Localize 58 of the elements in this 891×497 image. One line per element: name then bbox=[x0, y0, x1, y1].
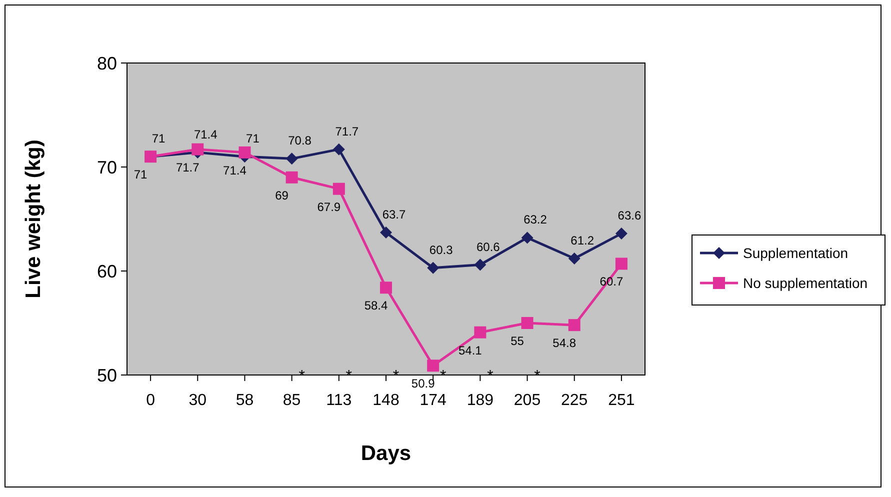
y-tick-label: 60 bbox=[96, 261, 117, 282]
point bbox=[615, 228, 628, 240]
point bbox=[568, 319, 580, 332]
data-label: 55 bbox=[510, 334, 524, 348]
y-tick-label: 50 bbox=[96, 365, 117, 386]
x-tick-label: 148 bbox=[372, 392, 400, 409]
x-axis-title: Days bbox=[360, 442, 412, 465]
legend-label: No supplementation bbox=[743, 274, 868, 291]
legend-label: Supplementation bbox=[743, 244, 848, 261]
data-label: 71.7 bbox=[335, 124, 359, 138]
point bbox=[238, 146, 251, 158]
x-tick-label: 251 bbox=[608, 392, 635, 409]
data-label: 61.2 bbox=[570, 234, 594, 248]
point bbox=[332, 182, 345, 195]
data-label: 71 bbox=[246, 132, 260, 146]
point bbox=[380, 226, 392, 239]
data-label: 60.3 bbox=[429, 242, 454, 257]
point bbox=[615, 258, 628, 270]
x-tick-label: 205 bbox=[514, 392, 541, 409]
x-tick-label: 58 bbox=[236, 392, 254, 409]
point bbox=[286, 152, 298, 165]
point bbox=[474, 326, 486, 338]
data-label: 54.8 bbox=[552, 336, 576, 350]
y-tick-label: 70 bbox=[96, 157, 117, 178]
point bbox=[474, 258, 486, 271]
data-label: 71 bbox=[152, 132, 166, 146]
data-label: 69 bbox=[275, 188, 289, 202]
point bbox=[521, 232, 534, 244]
y-axis-title: Live weight (kg) bbox=[22, 140, 45, 298]
point bbox=[192, 143, 204, 156]
point bbox=[286, 171, 298, 184]
point bbox=[380, 282, 392, 294]
data-label: 70.8 bbox=[288, 134, 312, 148]
point bbox=[427, 262, 440, 274]
y-tick-label: 80 bbox=[96, 53, 117, 74]
data-label: 71.7 bbox=[176, 160, 200, 174]
x-tick-label: 225 bbox=[561, 392, 588, 409]
data-label: 67.9 bbox=[317, 200, 341, 214]
point bbox=[332, 143, 345, 156]
x-tick-label: 30 bbox=[188, 392, 207, 409]
data-label: 60.6 bbox=[476, 240, 500, 254]
x-tick-label: 174 bbox=[420, 392, 447, 409]
point bbox=[427, 360, 440, 372]
data-label: 63.7 bbox=[382, 208, 406, 222]
x-tick-label: 189 bbox=[466, 392, 494, 409]
data-label: 71 bbox=[134, 168, 148, 182]
x-tick-label: 0 bbox=[146, 392, 156, 409]
data-label: 63.2 bbox=[524, 212, 548, 227]
data-label: 71.4 bbox=[223, 163, 247, 178]
point bbox=[521, 317, 534, 329]
data-label: 71.4 bbox=[194, 127, 218, 142]
data-label: 58.4 bbox=[364, 298, 388, 313]
x-tick-label: 85 bbox=[282, 392, 301, 409]
point bbox=[568, 252, 580, 265]
x-tick-label: 113 bbox=[326, 392, 352, 409]
data-label: 54.1 bbox=[458, 343, 482, 358]
data-label: 50.9 bbox=[411, 376, 436, 391]
data-label: 63.6 bbox=[618, 208, 642, 223]
